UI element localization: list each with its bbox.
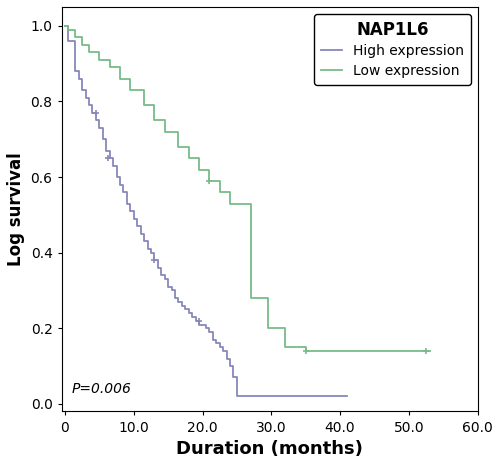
Text: P=0.006: P=0.006	[72, 382, 132, 396]
Legend: High expression, Low expression: High expression, Low expression	[314, 14, 470, 85]
Y-axis label: Log survival: Log survival	[7, 153, 25, 266]
X-axis label: Duration (months): Duration (months)	[176, 440, 363, 458]
